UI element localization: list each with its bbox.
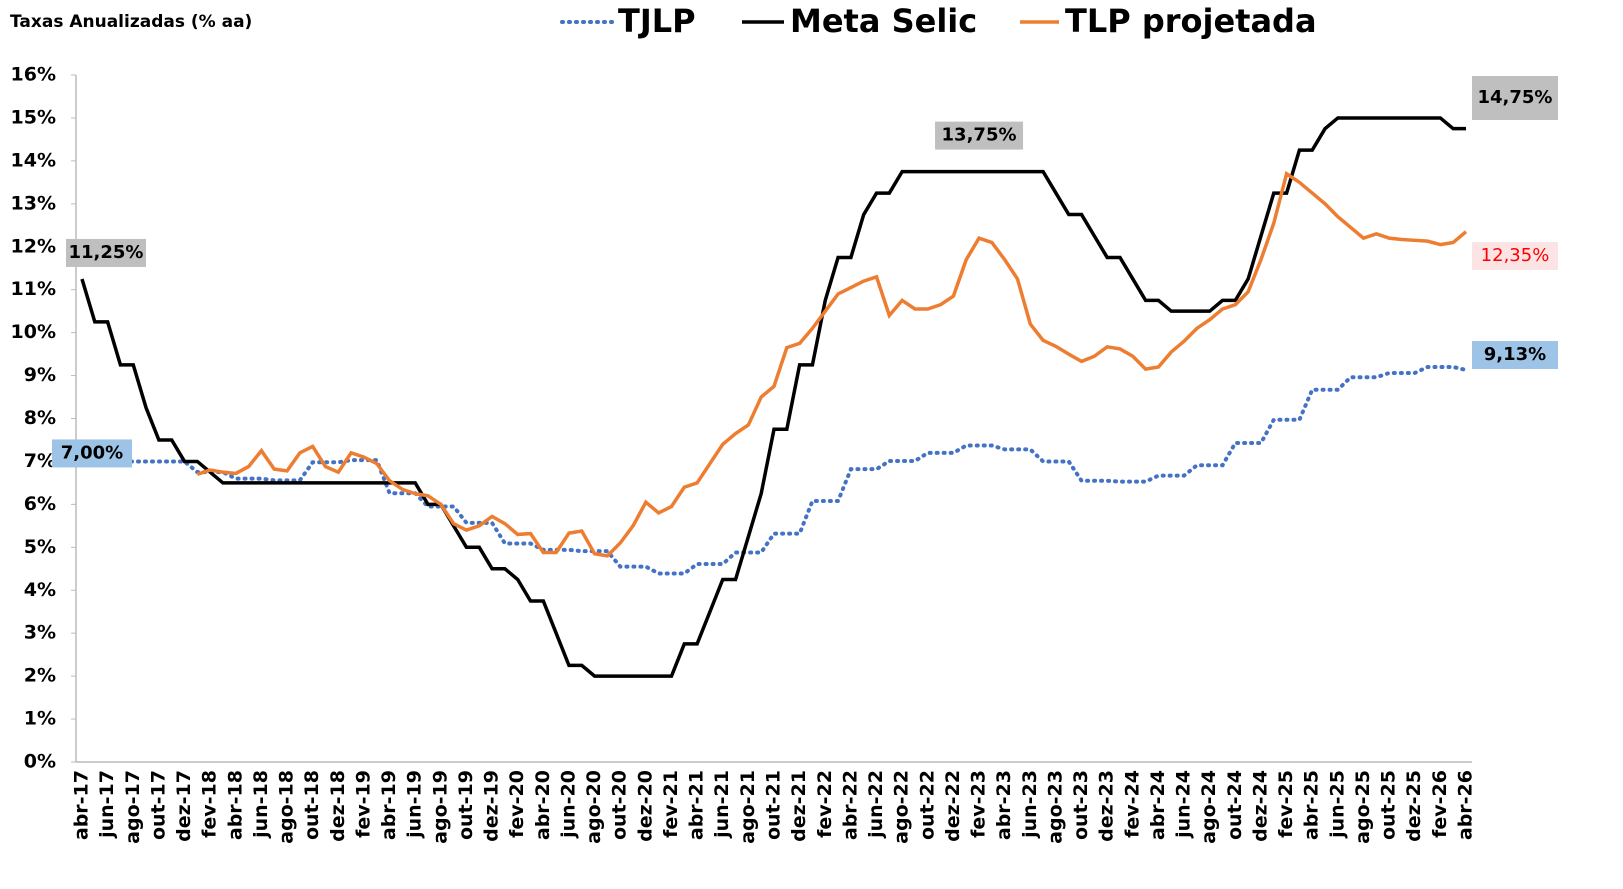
y-tick-label: 16% — [11, 64, 56, 86]
x-tick-label: jun-18 — [250, 770, 272, 839]
x-tick-label: jun-17 — [96, 770, 118, 839]
x-tick-label: dez-21 — [788, 770, 810, 842]
y-tick-label: 1% — [24, 708, 56, 730]
x-tick-label: fev-25 — [1275, 770, 1297, 838]
x-tick-label: out-19 — [455, 770, 477, 840]
x-tick-label: fev-26 — [1429, 770, 1451, 838]
y-tick-label: 9% — [24, 364, 56, 386]
x-tick-label: abr-19 — [378, 770, 400, 840]
value-label: 11,25% — [66, 238, 146, 267]
x-tick-label: dez-19 — [481, 770, 503, 842]
x-tick-label: abr-17 — [71, 770, 93, 840]
value-label-box — [1472, 341, 1558, 369]
y-tick-label: 12% — [11, 235, 56, 257]
series-line — [80, 364, 1468, 576]
value-label: 14,75% — [1472, 76, 1558, 120]
x-tick-label: ago-19 — [429, 770, 451, 844]
x-tick-label: dez-24 — [1249, 770, 1271, 842]
y-tick-label: 15% — [11, 106, 56, 128]
x-tick-label: out-23 — [1070, 770, 1092, 840]
x-tick-label: abr-18 — [224, 770, 246, 840]
y-tick-label: 11% — [11, 278, 56, 300]
x-tick-label: out-18 — [301, 770, 323, 840]
x-tick-label: out-17 — [147, 770, 169, 840]
x-tick-label: ago-20 — [583, 770, 605, 844]
value-label: 7,00% — [52, 439, 132, 468]
x-tick-label: out-22 — [916, 770, 938, 840]
x-tick-label: out-25 — [1378, 770, 1400, 840]
x-tick-label: ago-21 — [737, 770, 759, 844]
x-tick-label: fev-23 — [968, 770, 990, 838]
x-tick-label: out-24 — [1224, 770, 1246, 840]
value-label: 13,75% — [935, 121, 1024, 150]
y-tick-label: 8% — [24, 407, 56, 429]
x-tick-label: abr-23 — [993, 770, 1015, 840]
x-tick-label: dez-23 — [1096, 770, 1118, 842]
x-tick-label: ago-17 — [122, 770, 144, 844]
value-label-text: 7,00% — [61, 442, 123, 463]
x-tick-label: out-21 — [763, 770, 785, 840]
x-tick-label: abr-25 — [1301, 770, 1323, 840]
legend-label: TJLP — [618, 2, 696, 40]
value-label-box — [1472, 242, 1558, 270]
value-label-box — [66, 238, 146, 267]
value-label-box — [52, 439, 132, 468]
value-label-box — [935, 121, 1024, 150]
y-tick-label: 3% — [24, 622, 56, 644]
x-tick-label: dez-22 — [942, 770, 964, 842]
value-label: 9,13% — [1472, 341, 1558, 369]
x-tick-label: dez-20 — [634, 770, 656, 842]
value-label-box — [1472, 76, 1558, 120]
x-tick-label: jun-23 — [1019, 770, 1041, 839]
x-tick-label: ago-24 — [1198, 770, 1220, 844]
y-tick-label: 13% — [11, 192, 56, 214]
x-tick-label: fev-24 — [1121, 770, 1143, 838]
x-tick-label: jun-22 — [865, 770, 887, 839]
x-tick-label: jun-21 — [711, 770, 733, 839]
x-tick-label: dez-17 — [173, 770, 195, 842]
value-label: 12,35% — [1472, 242, 1558, 270]
value-label-text: 9,13% — [1484, 344, 1546, 365]
x-tick-label: dez-18 — [327, 770, 349, 842]
x-tick-label: abr-24 — [1147, 770, 1169, 840]
x-tick-label: fev-19 — [352, 770, 374, 838]
x-tick-label: out-20 — [609, 770, 631, 840]
value-label-text: 13,75% — [942, 125, 1017, 146]
value-label-text: 14,75% — [1478, 87, 1553, 108]
y-tick-label: 2% — [24, 665, 56, 687]
legend-label: Meta Selic — [790, 2, 977, 40]
y-tick-label: 0% — [24, 751, 56, 773]
series-line — [196, 170, 1468, 558]
y-tick-label: 7% — [24, 450, 56, 472]
y-tick-label: 6% — [24, 493, 56, 515]
legend-label: TLP projetada — [1065, 2, 1317, 40]
x-tick-label: ago-18 — [276, 770, 298, 844]
x-tick-label: ago-25 — [1352, 770, 1374, 844]
x-tick-label: jun-25 — [1326, 770, 1348, 839]
x-tick-label: abr-21 — [686, 770, 708, 840]
chart-subtitle: Taxas Anualizadas (% aa) — [10, 12, 252, 32]
value-label-text: 12,35% — [1481, 245, 1550, 266]
value-label-text: 11,25% — [69, 242, 144, 263]
x-tick-label: jun-24 — [1173, 770, 1195, 839]
y-tick-label: 4% — [24, 579, 56, 601]
x-tick-label: abr-22 — [839, 770, 861, 840]
x-tick-label: abr-26 — [1455, 770, 1477, 840]
y-tick-label: 14% — [11, 149, 56, 171]
x-tick-label: ago-22 — [891, 770, 913, 844]
y-tick-label: 10% — [11, 321, 56, 343]
x-tick-label: dez-25 — [1403, 770, 1425, 842]
series-line — [80, 116, 1466, 678]
x-tick-label: ago-23 — [1044, 770, 1066, 844]
x-tick-label: jun-20 — [557, 770, 579, 839]
y-tick-label: 5% — [24, 536, 56, 558]
x-tick-label: fev-20 — [506, 770, 528, 838]
x-tick-label: abr-20 — [532, 770, 554, 840]
x-tick-label: jun-19 — [404, 770, 426, 839]
x-tick-label: fev-18 — [199, 770, 221, 838]
x-tick-label: fev-22 — [814, 770, 836, 838]
x-tick-label: fev-21 — [660, 770, 682, 838]
